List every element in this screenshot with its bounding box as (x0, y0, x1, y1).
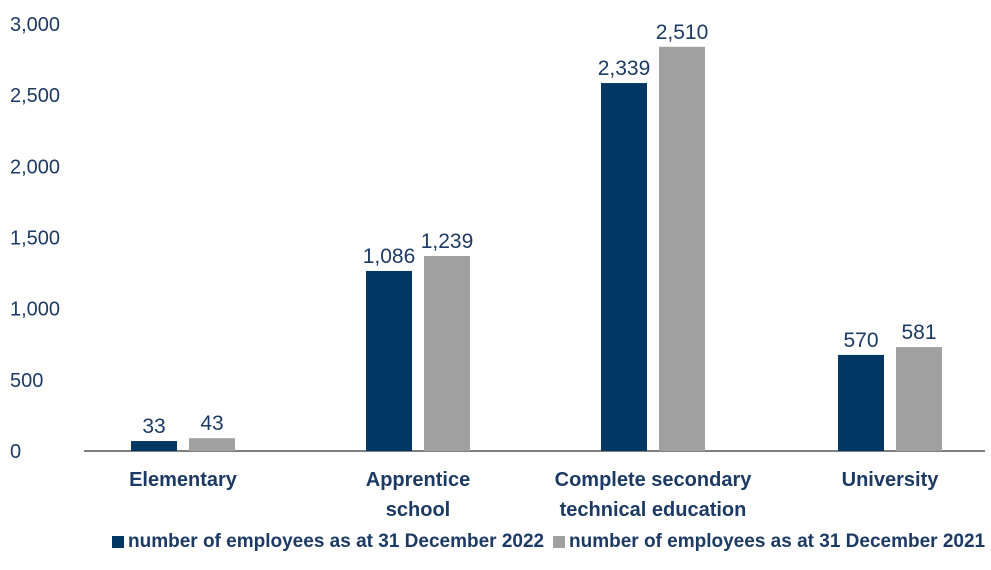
legend-swatch-2021 (553, 536, 565, 548)
legend: number of employees as at 31 December 20… (0, 531, 991, 563)
legend-label-2022: number of employees as at 31 December 20… (128, 531, 545, 552)
legend-item-2021: number of employees as at 31 December 20… (553, 531, 985, 553)
x-category-label: University (842, 469, 940, 491)
data-label: 43 (200, 412, 223, 435)
legend-item-2022: number of employees as at 31 December 20… (112, 531, 544, 553)
y-tick-label: 2,500 (10, 85, 60, 107)
data-labels: 33 1,086 2,339 570 43 1,239 2,510 581 (142, 21, 936, 438)
bar-2022-3 (838, 354, 884, 451)
bar-2022-0 (131, 441, 177, 451)
bar-2022-2 (601, 83, 647, 452)
x-category-label: Apprentice (366, 469, 470, 491)
y-axis-ticks: 0 500 1,000 1,500 2,000 2,500 3,000 (10, 14, 60, 463)
x-category-label: Elementary (129, 469, 238, 491)
bar-2022-1 (366, 270, 412, 451)
data-label: 1,086 (363, 245, 416, 268)
data-label: 1,239 (421, 230, 474, 253)
data-label: 570 (843, 329, 878, 352)
x-category-label: Complete secondary (555, 469, 753, 491)
y-tick-label: 0 (10, 441, 21, 463)
bar-2021-0 (189, 438, 235, 451)
data-label: 581 (901, 321, 936, 344)
bar-2021-3 (896, 347, 942, 451)
legend-swatch-2022 (112, 536, 124, 548)
y-tick-label: 500 (10, 370, 43, 392)
data-label: 33 (142, 415, 165, 438)
bar-chart: 0 500 1,000 1,500 2,000 2,500 3,000 33 1,086 2,3… (10, 14, 985, 521)
bar-2021-1 (424, 256, 470, 451)
x-category-label: technical education (560, 499, 747, 521)
bars (131, 46, 942, 452)
x-category-label: school (386, 499, 450, 521)
data-label: 2,510 (656, 21, 709, 44)
y-tick-label: 3,000 (10, 14, 60, 36)
y-tick-label: 1,000 (10, 299, 60, 321)
bar-2021-2 (659, 46, 705, 451)
x-axis-categories: Elementary Apprentice school Complete secon… (129, 469, 939, 521)
y-tick-label: 1,500 (10, 228, 60, 250)
legend-label-2021: number of employees as at 31 December 20… (569, 531, 986, 552)
data-label: 2,339 (598, 57, 651, 80)
y-tick-label: 2,000 (10, 156, 60, 178)
